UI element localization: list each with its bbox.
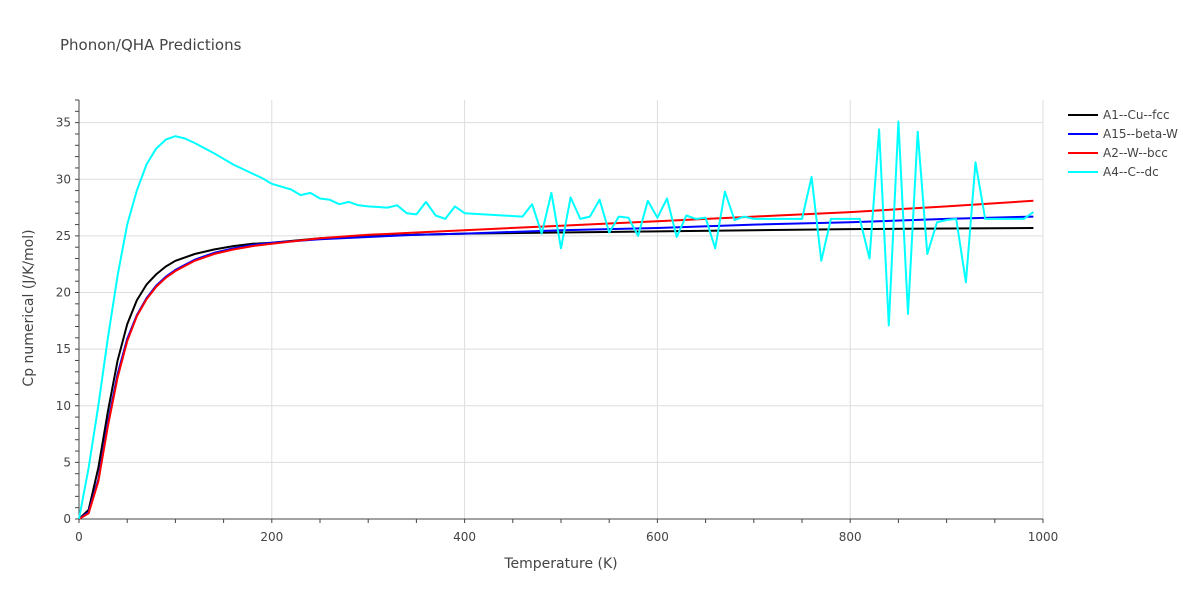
grid — [78, 100, 1044, 520]
y-tick-label: 0 — [63, 512, 71, 526]
legend: A1--Cu--fcc A15--beta-W A2--W--bcc A4--C--d… — [1068, 108, 1178, 179]
y-tick-label: 25 — [56, 229, 71, 243]
legend-label: A1--Cu--fcc — [1103, 108, 1170, 122]
x-tick-label: 1000 — [1028, 530, 1059, 544]
x-tick-label: 400 — [453, 530, 476, 544]
y-tick-label: 20 — [56, 286, 71, 300]
y-axis-title: Cp numerical (J/K/mol) — [21, 229, 37, 386]
x-tick-label: 800 — [839, 530, 862, 544]
plot-area — [78, 120, 1034, 520]
legend-label: A15--beta-W — [1103, 127, 1178, 141]
x-tick-label: 600 — [646, 530, 669, 544]
chart-title: Phonon/QHA Predictions — [60, 36, 242, 54]
series-line-1 — [78, 215, 1034, 520]
series-line-0 — [78, 227, 1034, 520]
x-tick-label: 0 — [75, 530, 83, 544]
legend-label: A4--C--dc — [1103, 165, 1159, 179]
x-axis-title: Temperature (K) — [503, 556, 617, 572]
y-tick-label: 5 — [63, 455, 71, 469]
x-axis-ticks: 0 200 400 600 800 1000 — [75, 519, 1058, 544]
y-axis-ticks: 0 5 10 15 20 25 30 35 — [56, 99, 79, 526]
x-tick-label: 200 — [260, 530, 283, 544]
y-tick-label: 30 — [56, 172, 71, 186]
legend-label: A2--W--bcc — [1103, 146, 1168, 160]
series-line-3 — [78, 120, 1034, 520]
y-tick-label: 35 — [56, 116, 71, 130]
y-tick-label: 10 — [56, 399, 71, 413]
y-tick-label: 15 — [56, 342, 71, 356]
